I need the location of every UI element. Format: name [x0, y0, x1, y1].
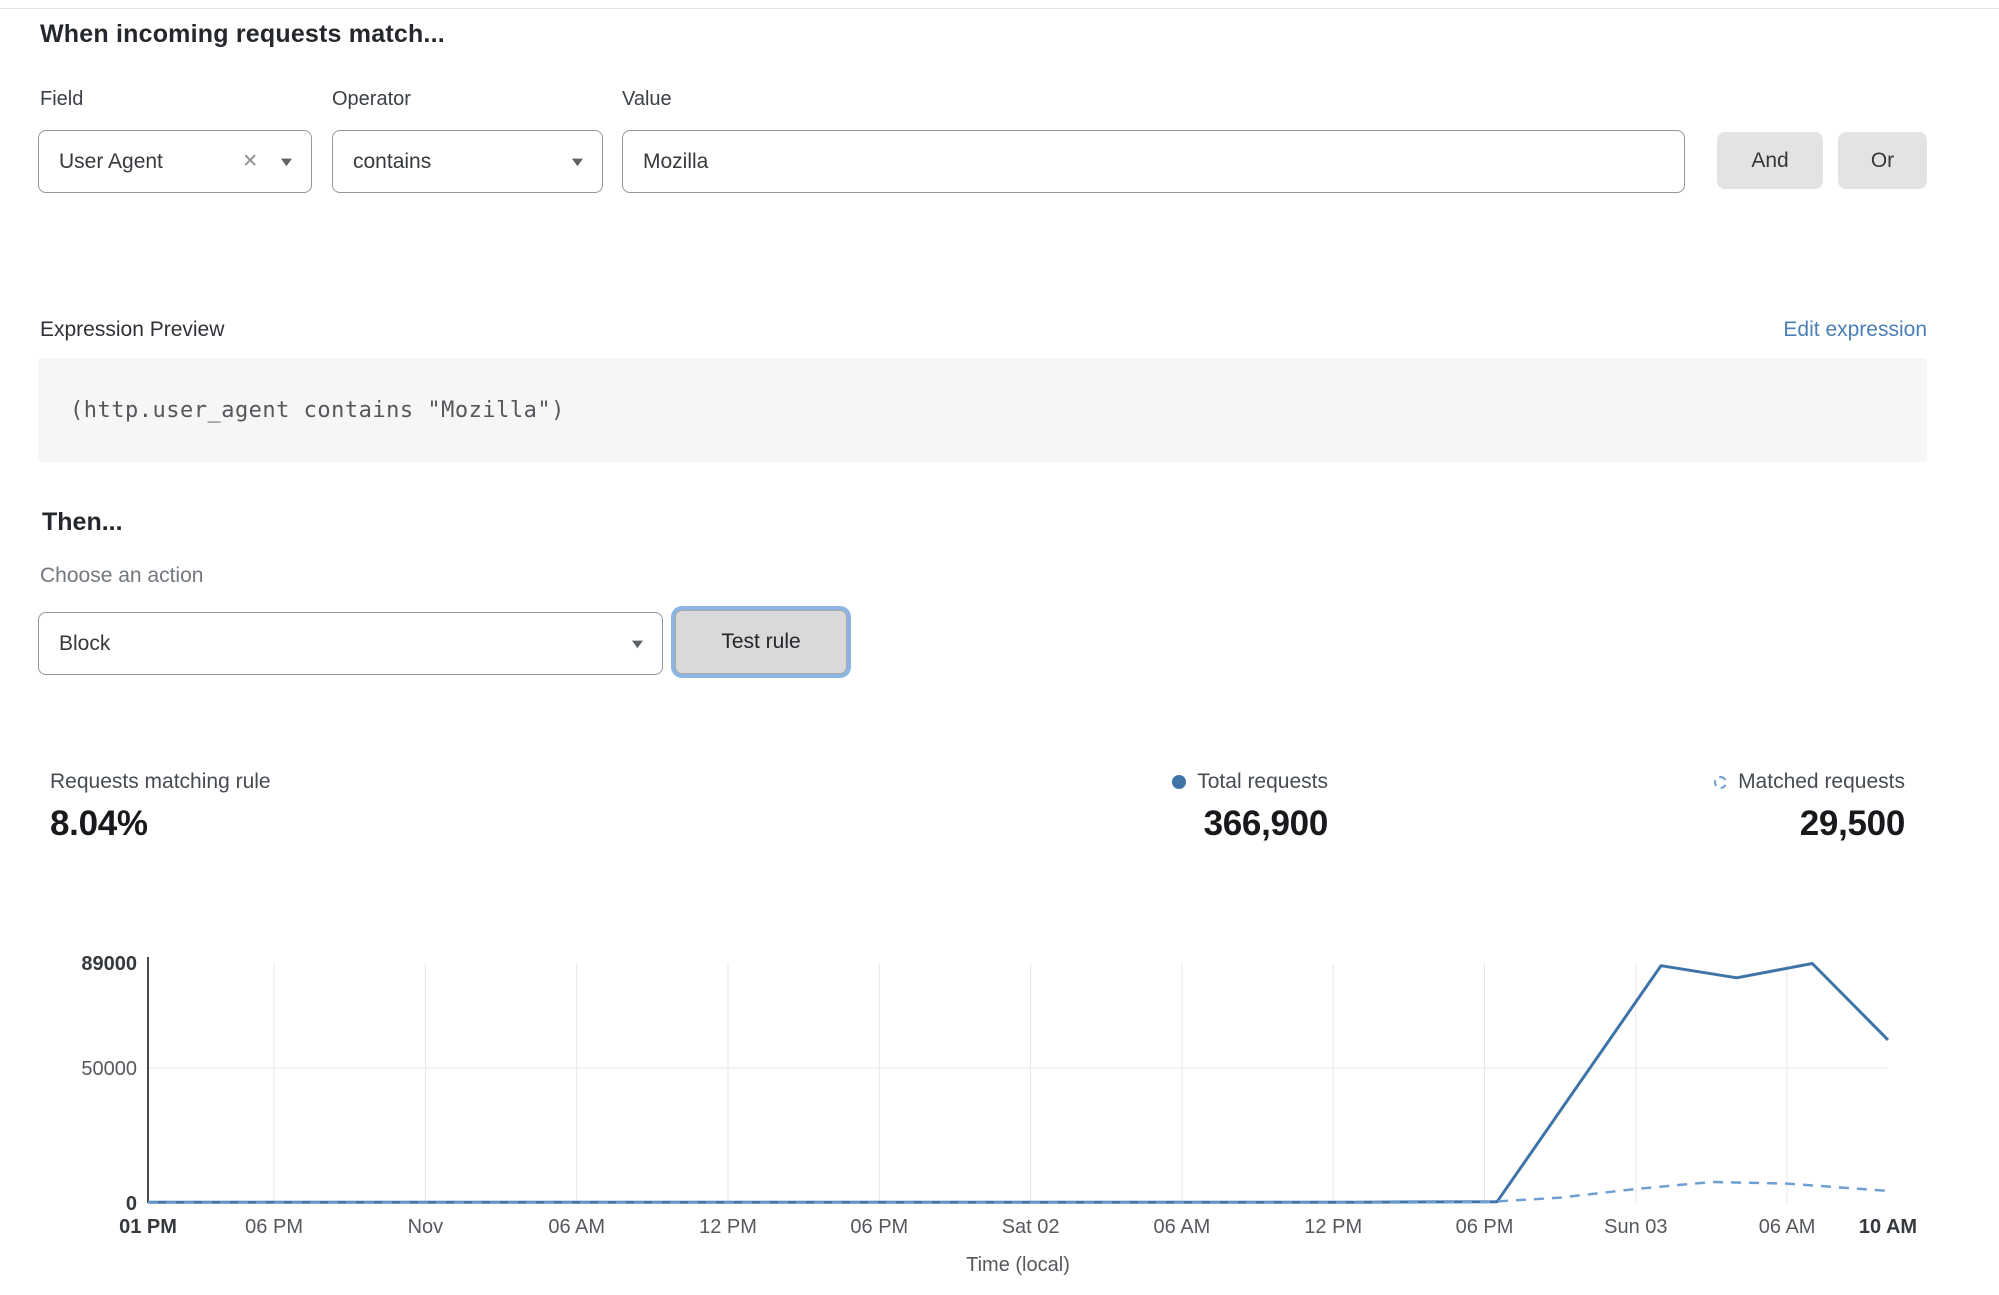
operator-select-value: contains	[353, 149, 432, 173]
stats-row: Requests matching rule 8.04% Total reque…	[0, 770, 1999, 880]
svg-text:50000: 50000	[81, 1058, 137, 1080]
or-button[interactable]: Or	[1838, 132, 1927, 189]
operator-select[interactable]: contains ▼	[332, 130, 603, 193]
svg-text:Sun 03: Sun 03	[1604, 1216, 1667, 1238]
svg-text:89000: 89000	[81, 953, 137, 975]
stat-total-value: 366,900	[1203, 804, 1329, 843]
total-requests-legend-dot-icon	[1172, 775, 1187, 789]
svg-text:Time (local): Time (local)	[966, 1254, 1070, 1276]
requests-chart: 89000 50000 0 01 PM 06 PM Nov 06 AM 12 PM 06 PM S…	[0, 940, 1999, 1295]
svg-text:12 PM: 12 PM	[1304, 1216, 1362, 1238]
value-input[interactable]	[623, 131, 1684, 192]
svg-text:01 PM: 01 PM	[119, 1216, 177, 1238]
svg-text:06 PM: 06 PM	[245, 1216, 303, 1238]
field-select-value: User Agent	[59, 149, 163, 173]
stat-total-requests: Total requests 366,900	[1172, 770, 1328, 844]
field-label: Field	[40, 88, 84, 110]
svg-text:06 AM: 06 AM	[548, 1216, 605, 1238]
expression-code: (http.user_agent contains "Mozilla")	[70, 397, 565, 423]
clear-field-icon[interactable]: ✕	[242, 151, 259, 172]
stat-requests-matching: Requests matching rule 8.04%	[50, 770, 271, 844]
value-field-wrap	[622, 130, 1685, 193]
edit-expression-link[interactable]: Edit expression	[1783, 318, 1927, 341]
matched-requests-legend-circle-icon	[1714, 775, 1728, 789]
svg-text:10 AM: 10 AM	[1859, 1216, 1917, 1238]
operator-label: Operator	[332, 88, 411, 110]
page-title: When incoming requests match...	[40, 20, 445, 48]
requests-chart-svg: 89000 50000 001 PM 06 PM Nov 06 AM 12 PM 06 PM S…	[81, 953, 1917, 1276]
chevron-down-icon: ▼	[568, 154, 587, 169]
expression-code-block: (http.user_agent contains "Mozilla")	[38, 358, 1927, 462]
svg-text:12 PM: 12 PM	[699, 1216, 757, 1238]
svg-text:06 AM: 06 AM	[1759, 1216, 1816, 1238]
then-heading: Then...	[42, 508, 123, 536]
svg-text:06 PM: 06 PM	[1456, 1216, 1514, 1238]
svg-text:Nov: Nov	[408, 1216, 444, 1238]
chevron-down-icon: ▼	[277, 154, 296, 169]
stat-matched-value: 29,500	[1799, 804, 1906, 843]
svg-text:06 PM: 06 PM	[850, 1216, 908, 1238]
svg-text:0: 0	[126, 1193, 137, 1215]
stat-matched-label: Matched requests	[1738, 770, 1905, 793]
svg-text:Sat 02: Sat 02	[1002, 1216, 1060, 1238]
action-select[interactable]: Block ▼	[38, 612, 663, 675]
stat-matched-requests: Matched requests 29,500	[1714, 770, 1905, 844]
stat-matching-value: 8.04%	[50, 804, 148, 843]
value-label: Value	[622, 88, 672, 110]
stat-total-label: Total requests	[1197, 770, 1328, 793]
expression-preview-label: Expression Preview	[40, 318, 225, 341]
svg-text:06 AM: 06 AM	[1154, 1216, 1211, 1238]
chevron-down-icon: ▼	[628, 636, 647, 651]
field-select[interactable]: User Agent ✕ ▼	[38, 130, 312, 193]
action-select-value: Block	[59, 631, 111, 655]
choose-action-label: Choose an action	[40, 564, 204, 587]
stat-matching-label: Requests matching rule	[50, 770, 271, 793]
test-rule-button[interactable]: Test rule	[675, 610, 847, 674]
top-divider	[0, 8, 1999, 9]
and-button[interactable]: And	[1717, 132, 1823, 189]
